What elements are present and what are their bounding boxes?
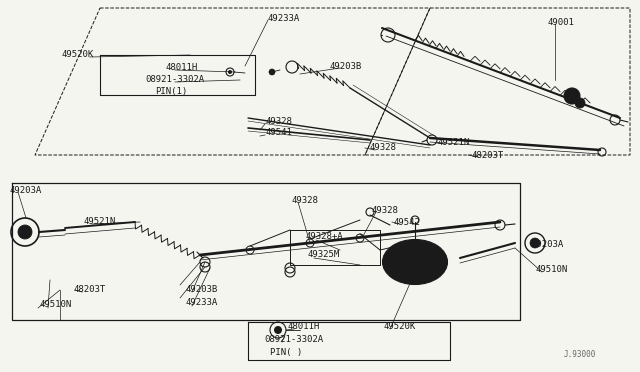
Circle shape bbox=[530, 238, 540, 248]
Text: 49325M: 49325M bbox=[308, 250, 340, 259]
Text: 08921-3302A: 08921-3302A bbox=[145, 75, 204, 84]
Circle shape bbox=[274, 326, 282, 334]
Text: 49542: 49542 bbox=[394, 218, 421, 227]
Text: 49328: 49328 bbox=[292, 196, 319, 205]
Ellipse shape bbox=[383, 240, 447, 285]
Circle shape bbox=[228, 70, 232, 74]
Text: PIN(1): PIN(1) bbox=[155, 87, 188, 96]
Text: 49001: 49001 bbox=[548, 18, 575, 27]
Circle shape bbox=[575, 98, 585, 108]
Circle shape bbox=[18, 225, 32, 239]
Text: 49203A: 49203A bbox=[10, 186, 42, 195]
Text: 49328: 49328 bbox=[265, 117, 292, 126]
Text: 48203T: 48203T bbox=[74, 285, 106, 294]
Ellipse shape bbox=[390, 246, 440, 278]
Text: 49328: 49328 bbox=[370, 143, 397, 152]
Text: 48011H: 48011H bbox=[288, 322, 320, 331]
Text: 49521N: 49521N bbox=[84, 217, 116, 226]
Text: 49233A: 49233A bbox=[186, 298, 218, 307]
Text: 49520K: 49520K bbox=[62, 50, 94, 59]
Text: 49541: 49541 bbox=[265, 128, 292, 137]
Text: 49233A: 49233A bbox=[268, 14, 300, 23]
Text: J.93000: J.93000 bbox=[564, 350, 596, 359]
Circle shape bbox=[564, 88, 580, 104]
Text: 49203A: 49203A bbox=[532, 240, 564, 249]
Text: 49328+A: 49328+A bbox=[306, 232, 344, 241]
Text: 49510N: 49510N bbox=[40, 300, 72, 309]
Text: 48203T: 48203T bbox=[472, 151, 504, 160]
Text: 48011H: 48011H bbox=[165, 63, 197, 72]
Text: 49521N: 49521N bbox=[438, 138, 470, 147]
Text: 49328: 49328 bbox=[372, 206, 399, 215]
Text: 08921-3302A: 08921-3302A bbox=[264, 335, 323, 344]
Text: 49510N: 49510N bbox=[536, 265, 568, 274]
Text: PIN( ): PIN( ) bbox=[270, 348, 302, 357]
Circle shape bbox=[269, 69, 275, 75]
Text: 49203B: 49203B bbox=[330, 62, 362, 71]
Text: 49203B: 49203B bbox=[186, 285, 218, 294]
Text: 49520K: 49520K bbox=[384, 322, 416, 331]
